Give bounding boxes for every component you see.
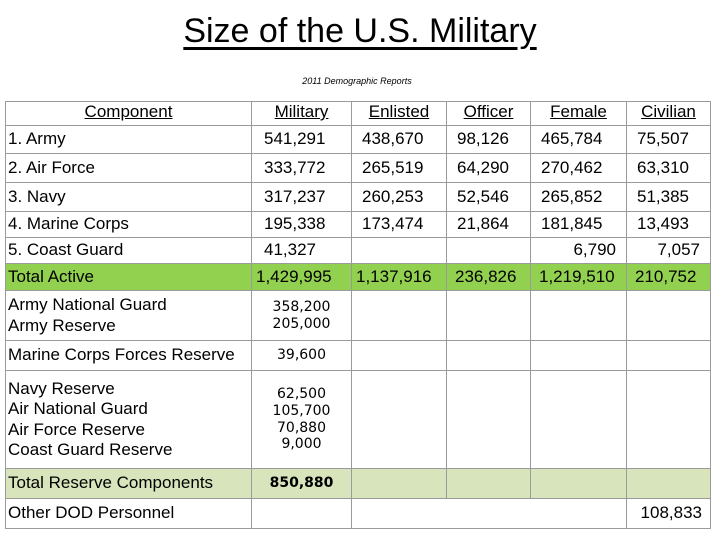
empty-cell	[530, 340, 627, 371]
row-label-total-reserve: Total Reserve Components	[5, 468, 252, 499]
value-army-national-guard: 358,200	[272, 298, 331, 315]
cell-army-reserves-military: 358,200 205,000	[251, 290, 352, 341]
header-civilian: Civilian	[626, 101, 711, 126]
label-coast-guard-reserve: Coast Guard Reserve	[8, 439, 173, 459]
table-row-total-active: Total Active 1,429,995 1,137,916 236,826…	[5, 263, 711, 291]
value-air-national-guard: 105,700	[272, 402, 331, 419]
row-label-other-dod: Other DOD Personnel	[5, 498, 252, 529]
row-label-navy: 3. Navy	[5, 182, 252, 212]
row-label-marine-corps: 4. Marine Corps	[5, 211, 252, 238]
military-size-table: Component Military Enlisted Officer Fema…	[5, 101, 711, 529]
row-label-army-reserves: Army National Guard Army Reserve	[5, 290, 252, 341]
label-navy-reserve: Navy Reserve	[8, 378, 115, 398]
cell-navy-officer: 52,546	[446, 182, 531, 212]
cell-air-force-enlisted: 265,519	[351, 153, 447, 183]
cell-marine-corps-officer: 21,864	[446, 211, 531, 238]
value-coast-guard-reserve: 9,000	[281, 436, 322, 453]
cell-total-active-civilian: 210,752	[626, 263, 711, 291]
cell-army-civilian: 75,507	[626, 125, 711, 154]
cell-total-active-enlisted: 1,137,916	[351, 263, 447, 291]
cell-army-female: 465,784	[530, 125, 627, 154]
cell-total-reserve-military: 850,880	[251, 468, 352, 499]
table-row-army: 1. Army 541,291 438,670 98,126 465,784 7…	[5, 125, 711, 154]
cell-navy-female: 265,852	[530, 182, 627, 212]
empty-cell	[351, 340, 447, 371]
cell-marine-corps-enlisted: 173,474	[351, 211, 447, 238]
empty-cell	[530, 290, 627, 341]
cell-coast-guard-enlisted	[351, 237, 447, 264]
header-component: Component	[5, 101, 252, 126]
header-officer: Officer	[446, 101, 531, 126]
row-label-air-force: 2. Air Force	[5, 153, 252, 183]
empty-cell	[351, 498, 627, 529]
table-row-other-dod: Other DOD Personnel 108,833	[5, 498, 711, 529]
row-label-army: 1. Army	[5, 125, 252, 154]
header-enlisted: Enlisted	[351, 101, 447, 126]
table-row-marine-reserve: Marine Corps Forces Reserve 39,600	[5, 340, 711, 371]
label-army-national-guard: Army National Guard	[8, 295, 167, 315]
table-row-total-reserve: Total Reserve Components 850,880	[5, 468, 711, 499]
cell-coast-guard-female: 6,790	[530, 237, 627, 264]
empty-cell	[626, 370, 711, 469]
cell-army-military: 541,291	[251, 125, 352, 154]
page-title: Size of the U.S. Military	[183, 12, 537, 50]
cell-total-active-female: 1,219,510	[530, 263, 627, 291]
empty-cell	[626, 468, 711, 499]
table-header-row: Component Military Enlisted Officer Fema…	[5, 101, 711, 126]
empty-cell	[351, 370, 447, 469]
value-army-reserve: 205,000	[272, 315, 331, 332]
cell-coast-guard-officer	[446, 237, 531, 264]
cell-air-force-military: 333,772	[251, 153, 352, 183]
cell-other-reserves-military: 62,500 105,700 70,880 9,000	[251, 370, 352, 469]
table-row-navy: 3. Navy 317,237 260,253 52,546 265,852 5…	[5, 182, 711, 212]
table-row-coast-guard: 5. Coast Guard 41,327 6,790 7,057	[5, 237, 711, 264]
cell-total-active-officer: 236,826	[446, 263, 531, 291]
value-air-force-reserve: 70,880	[277, 419, 326, 436]
empty-cell	[530, 370, 627, 469]
empty-cell	[351, 290, 447, 341]
cell-air-force-officer: 64,290	[446, 153, 531, 183]
table-row-marine-corps: 4. Marine Corps 195,338 173,474 21,864 1…	[5, 211, 711, 238]
empty-cell	[446, 468, 531, 499]
cell-other-dod-civilian: 108,833	[626, 498, 711, 529]
empty-cell	[251, 498, 352, 529]
cell-total-active-military: 1,429,995	[251, 263, 352, 291]
empty-cell	[626, 290, 711, 341]
label-army-reserve: Army Reserve	[8, 315, 116, 335]
table-row-army-reserves: Army National Guard Army Reserve 358,200…	[5, 290, 711, 341]
empty-cell	[351, 468, 447, 499]
empty-cell	[626, 340, 711, 371]
header-military: Military	[251, 101, 352, 126]
cell-air-force-female: 270,462	[530, 153, 627, 183]
cell-army-officer: 98,126	[446, 125, 531, 154]
row-label-other-reserves: Navy Reserve Air National Guard Air Forc…	[5, 370, 252, 469]
empty-cell	[446, 370, 531, 469]
cell-navy-enlisted: 260,253	[351, 182, 447, 212]
row-label-marine-corps-forces-reserve: Marine Corps Forces Reserve	[5, 340, 252, 371]
label-air-national-guard: Air National Guard	[8, 399, 148, 419]
row-label-total-active: Total Active	[5, 263, 252, 291]
value-navy-reserve: 62,500	[277, 385, 326, 402]
cell-marine-corps-military: 195,338	[251, 211, 352, 238]
row-label-coast-guard: 5. Coast Guard	[5, 237, 252, 264]
table-row-air-force: 2. Air Force 333,772 265,519 64,290 270,…	[5, 153, 711, 183]
cell-navy-military: 317,237	[251, 182, 352, 212]
empty-cell	[446, 290, 531, 341]
table-row-other-reserves: Navy Reserve Air National Guard Air Forc…	[5, 370, 711, 469]
cell-marine-corps-female: 181,845	[530, 211, 627, 238]
empty-cell	[530, 468, 627, 499]
cell-marine-corps-forces-reserve: 39,600	[251, 340, 352, 371]
header-female: Female	[530, 101, 627, 126]
cell-coast-guard-military: 41,327	[251, 237, 352, 264]
label-air-force-reserve: Air Force Reserve	[8, 419, 145, 439]
empty-cell	[446, 340, 531, 371]
cell-coast-guard-civilian: 7,057	[626, 237, 711, 264]
page-subtitle: 2011 Demographic Reports	[302, 76, 412, 86]
cell-marine-corps-civilian: 13,493	[626, 211, 711, 238]
cell-navy-civilian: 51,385	[626, 182, 711, 212]
cell-army-enlisted: 438,670	[351, 125, 447, 154]
cell-air-force-civilian: 63,310	[626, 153, 711, 183]
